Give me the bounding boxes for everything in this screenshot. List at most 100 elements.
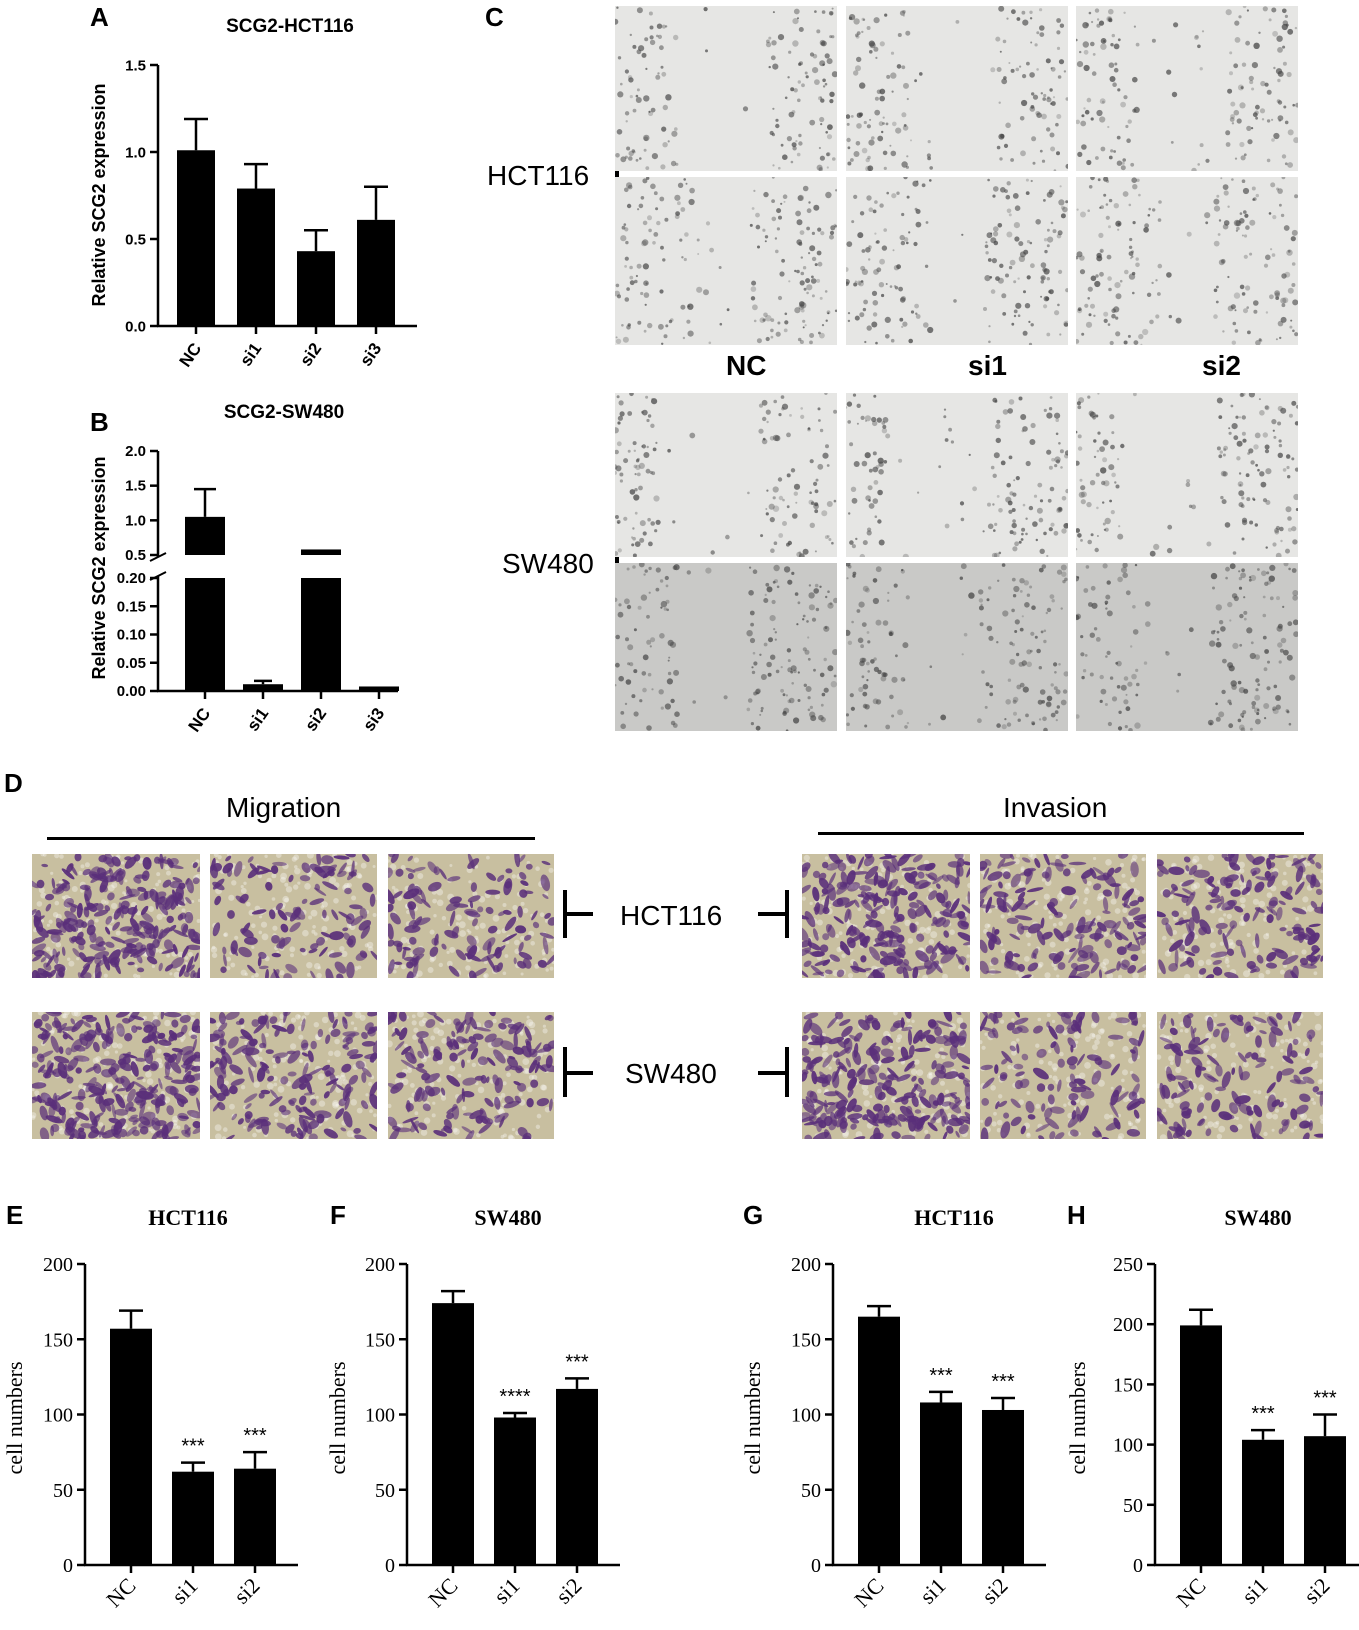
y-tick-label: 200 xyxy=(43,1254,73,1276)
bar-si2-lower xyxy=(301,578,341,691)
y-tick-label: 50 xyxy=(375,1480,395,1502)
bar-si1 xyxy=(243,684,283,691)
panel-c-col-label-si2: si2 xyxy=(1202,350,1241,381)
x-tick-label: si1 xyxy=(489,1573,525,1609)
migration-label: Migration xyxy=(226,792,342,823)
significance-label: *** xyxy=(929,1365,953,1387)
y-axis-label: Relative SCG2 expression xyxy=(89,83,109,306)
wound-image-r2-c1 xyxy=(615,177,837,345)
panel-c-col-label-si1: si1 xyxy=(968,350,1007,381)
y-tick-label: 100 xyxy=(791,1405,821,1427)
y-tick-label: 1.5 xyxy=(125,57,146,74)
chart-H: SW480 cell numbers 0 50 100 150 200 250 NC si1 ***… xyxy=(1065,1205,1359,1612)
sw480-bracket-line xyxy=(615,400,619,722)
y-tick-label: 150 xyxy=(1113,1374,1143,1396)
bar-si1 xyxy=(920,1402,962,1565)
y-tick-label: 0 xyxy=(1133,1555,1143,1577)
y-axis-label: Relative SCG2 expression xyxy=(89,456,109,679)
bar-nc xyxy=(858,1316,900,1565)
x-tick-label: si1 xyxy=(243,704,272,734)
bar-nc-upper xyxy=(185,516,225,555)
invasion-underline xyxy=(818,832,1304,835)
chart-title: SW480 xyxy=(474,1205,541,1230)
x-tick-label: NC xyxy=(423,1573,462,1612)
transwell-image-r2-c5 xyxy=(980,1012,1146,1139)
y-tick-label: 0.15 xyxy=(117,598,146,615)
bar-si3 xyxy=(357,219,395,326)
migration-underline xyxy=(47,837,535,840)
transwell-image-r1-c5 xyxy=(980,854,1146,978)
transwell-image-r1-c3 xyxy=(388,854,554,978)
x-tick-label: si2 xyxy=(1299,1573,1335,1609)
y-tick-label: 1.0 xyxy=(125,512,146,529)
chart-title: SCG2-SW480 xyxy=(224,402,344,423)
y-tick-label: 100 xyxy=(43,1405,73,1427)
x-tick-label: NC xyxy=(101,1573,140,1612)
chart-title: SW480 xyxy=(1224,1205,1291,1230)
panel-letter-b: B xyxy=(90,407,109,437)
d-bracket-left-hct116-horiz xyxy=(563,912,593,916)
bar-si2-upper xyxy=(301,549,341,555)
transwell-image-r2-c2 xyxy=(210,1012,377,1139)
wound-image-r4-c3 xyxy=(1076,563,1298,731)
transwell-image-r2-c1 xyxy=(32,1012,200,1139)
chart-title: SCG2-HCT116 xyxy=(226,16,354,37)
x-tick-label: si1 xyxy=(167,1573,203,1609)
x-tick-label: NC xyxy=(185,704,215,735)
wound-image-r1-c1 xyxy=(615,6,837,171)
transwell-image-r1-c1 xyxy=(32,854,200,978)
y-tick-label: 250 xyxy=(1113,1254,1143,1276)
x-tick-label: si3 xyxy=(356,339,385,369)
transwell-image-r1-c4 xyxy=(802,854,970,978)
d-bracket-left-sw480-horiz xyxy=(563,1071,593,1075)
wound-image-r2-c3 xyxy=(1076,177,1298,345)
panel-letter-e: E xyxy=(6,1200,24,1230)
bar-si2 xyxy=(1304,1436,1346,1565)
transwell-image-r1-c6 xyxy=(1157,854,1323,978)
chart-title: HCT116 xyxy=(914,1205,993,1230)
x-tick-label: si2 xyxy=(296,339,325,369)
y-tick-label: 0.10 xyxy=(117,627,146,644)
x-tick-label: si1 xyxy=(1237,1573,1273,1609)
significance-label: **** xyxy=(499,1386,530,1408)
y-tick-label: 50 xyxy=(53,1480,73,1502)
bar-si2 xyxy=(297,251,335,326)
bar-si1 xyxy=(237,188,275,326)
chart-G: HCT116 cell numbers 0 50 100 150 200 NC si1 *** si… xyxy=(740,1205,1046,1612)
significance-label: *** xyxy=(1313,1388,1337,1410)
x-tick-label: si2 xyxy=(551,1573,587,1609)
x-tick-label: si2 xyxy=(977,1573,1013,1609)
significance-label: *** xyxy=(991,1371,1015,1393)
y-tick-label: 0.05 xyxy=(117,655,146,672)
panel-d-row-label-hct116: HCT116 xyxy=(620,900,723,931)
chart-title: HCT116 xyxy=(148,1205,227,1230)
hct116-bracket-line xyxy=(615,12,619,336)
bar-si2 xyxy=(234,1468,276,1565)
panel-letter-h: H xyxy=(1067,1200,1086,1230)
y-tick-label: 200 xyxy=(1113,1314,1143,1336)
bar-si3 xyxy=(359,686,399,691)
transwell-image-r1-c2 xyxy=(210,854,377,978)
x-tick-label: si1 xyxy=(915,1573,951,1609)
panel-letter-a: A xyxy=(90,2,109,32)
bar-si2 xyxy=(982,1409,1024,1565)
y-axis-label: cell numbers xyxy=(740,1361,765,1474)
wound-image-r3-c3 xyxy=(1076,393,1298,557)
y-tick-label: 50 xyxy=(1123,1495,1143,1517)
chart-B: SCG2-SW480 Relative SCG2 expression 0.00 0.… xyxy=(89,402,399,735)
y-tick-label: 100 xyxy=(1113,1435,1143,1457)
x-tick-label: NC xyxy=(849,1573,888,1612)
bar-nc xyxy=(432,1303,474,1565)
bar-nc xyxy=(110,1328,152,1565)
bar-si1 xyxy=(172,1471,214,1565)
y-tick-label: 200 xyxy=(791,1254,821,1276)
panel-letter-d: D xyxy=(4,768,23,798)
y-axis-label: cell numbers xyxy=(325,1361,350,1474)
y-tick-label: 100 xyxy=(365,1405,395,1427)
y-tick-label: 0.5 xyxy=(125,231,146,248)
significance-label: *** xyxy=(181,1436,205,1458)
y-axis-label: cell numbers xyxy=(1065,1361,1090,1474)
y-tick-label: 50 xyxy=(801,1480,821,1502)
wound-image-r1-c2 xyxy=(846,6,1068,171)
